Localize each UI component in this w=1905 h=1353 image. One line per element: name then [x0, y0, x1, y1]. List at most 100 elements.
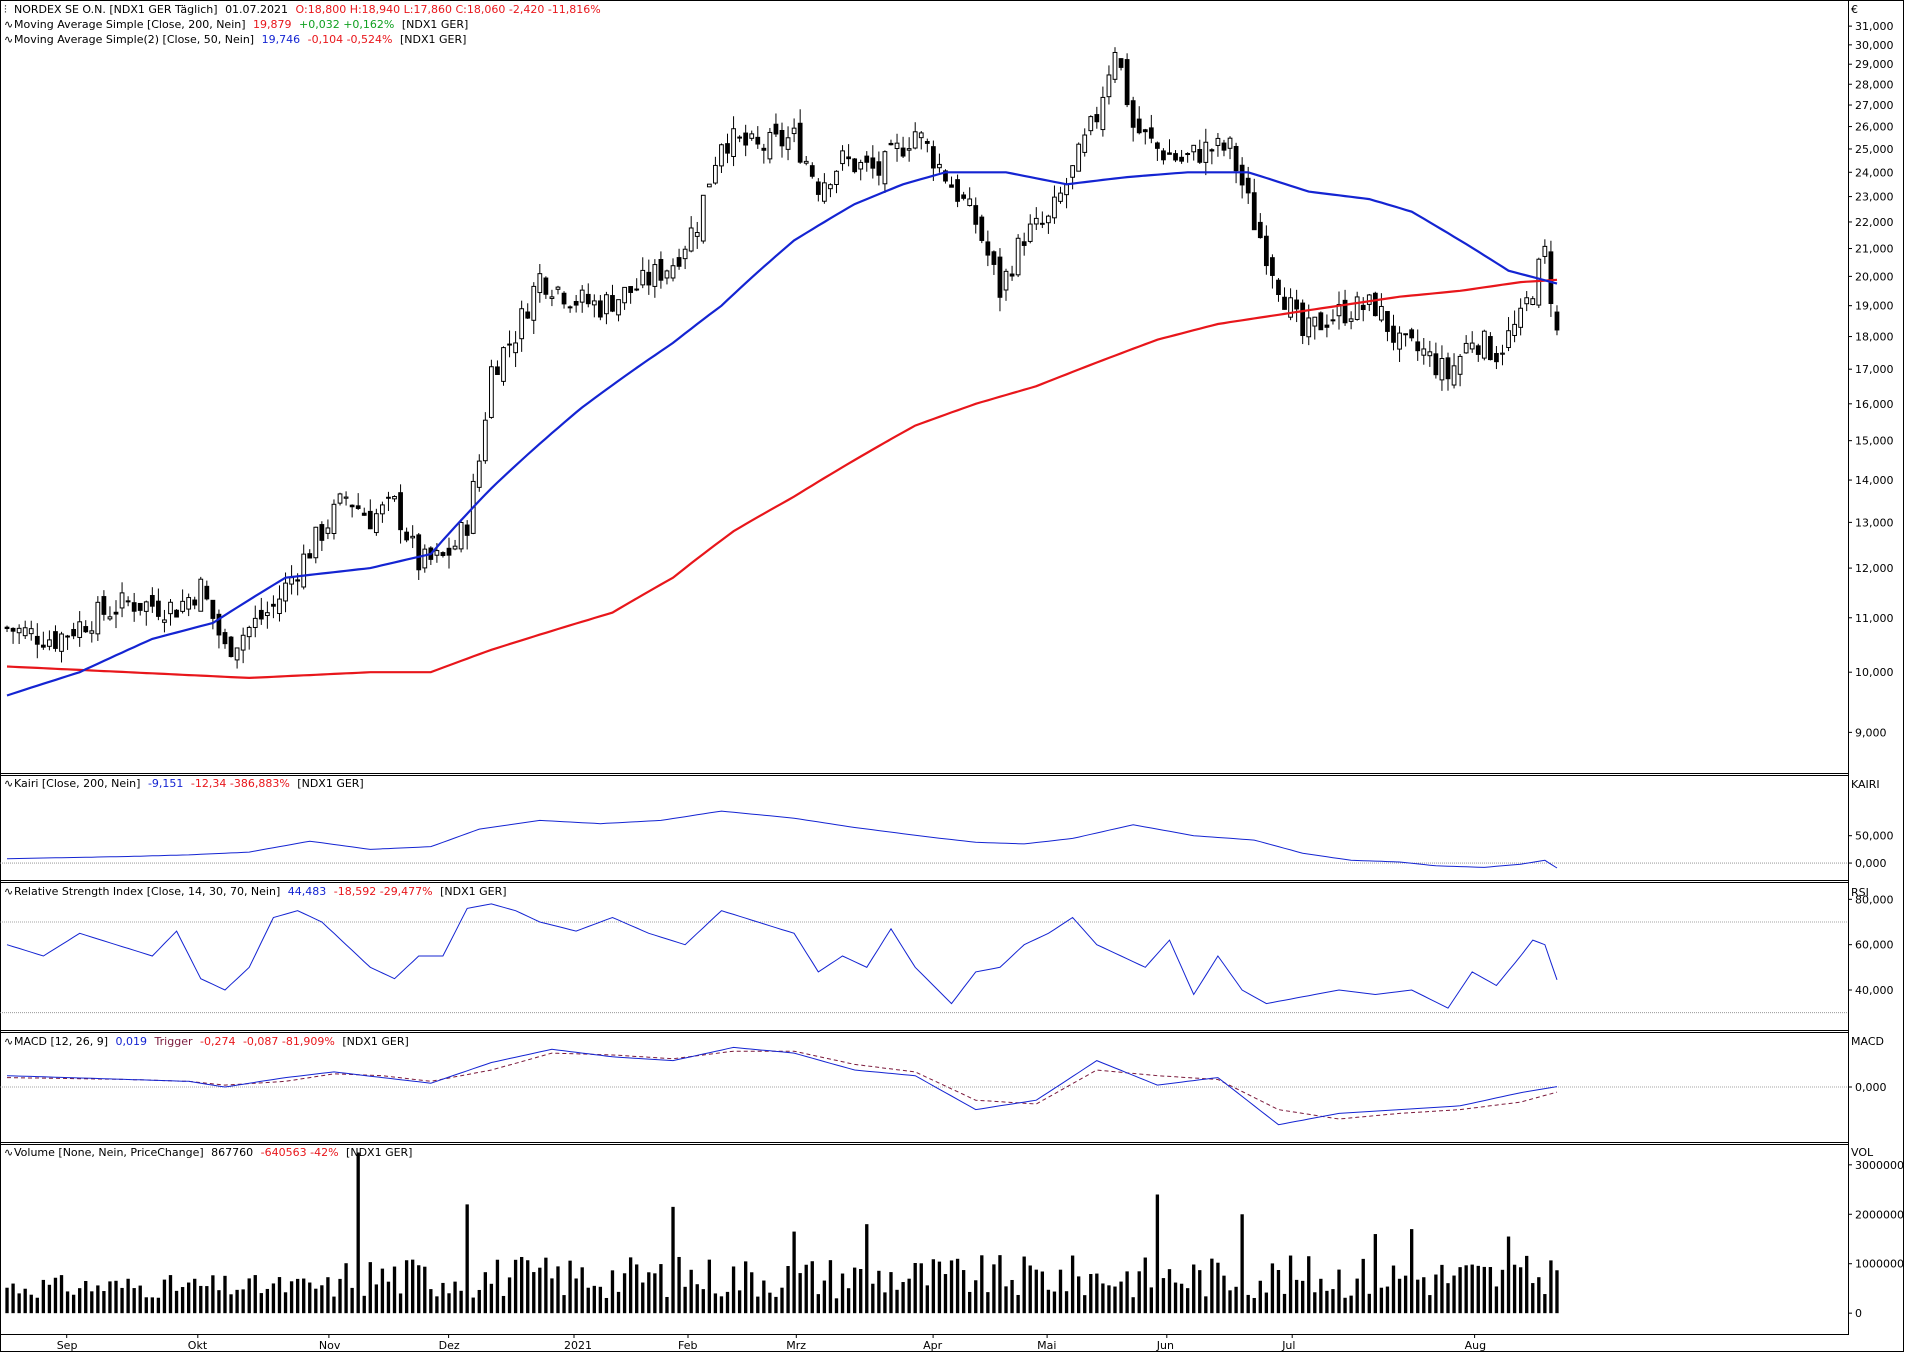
volume-bar [877, 1270, 881, 1314]
volume-bar [338, 1278, 342, 1314]
candle-up [59, 633, 64, 652]
candle-up [967, 198, 973, 207]
volume-bar [59, 1275, 64, 1314]
volume-value: 867760 [211, 1146, 253, 1159]
volume-bar [1549, 1260, 1553, 1314]
candle-up [168, 601, 173, 615]
volume-bar [798, 1273, 802, 1314]
volume-bar [1155, 1194, 1160, 1314]
candle-down [1124, 59, 1130, 106]
candle-down [222, 632, 228, 645]
volume-bar [1016, 1294, 1020, 1314]
volume-bar [1512, 1264, 1517, 1314]
volume-bar [138, 1285, 142, 1314]
candle-up [373, 513, 379, 534]
volume-bar [1107, 1285, 1111, 1314]
candle-up [89, 630, 95, 634]
volume-bar [1313, 1292, 1317, 1314]
candle-up [1421, 348, 1427, 356]
volume-bar [1355, 1278, 1359, 1314]
price-tick-label: 12,000 [1855, 562, 1894, 575]
volume-bar [1028, 1265, 1032, 1314]
candle-down [1385, 311, 1390, 332]
volume-bar [308, 1282, 312, 1314]
volume-bar [295, 1278, 300, 1314]
volume-bar [114, 1280, 118, 1314]
volume-bar [362, 1295, 366, 1314]
volume-bar [568, 1260, 572, 1314]
candle-down [779, 129, 785, 147]
candle-up [513, 342, 518, 354]
candle-up [694, 232, 700, 237]
volume-bar [907, 1278, 911, 1314]
volume-bar [453, 1281, 457, 1314]
candle-up [1076, 143, 1082, 172]
candle-down [71, 628, 77, 637]
candle-down [83, 626, 89, 633]
candle-up [283, 582, 288, 602]
rsi-panel: 40,000 60,000 80,000 [0, 893, 1894, 1014]
candle-up [682, 248, 688, 260]
volume-bar [1004, 1286, 1008, 1314]
candle-down [1173, 153, 1178, 161]
candle-down [1391, 325, 1396, 343]
volume-bar [834, 1298, 839, 1314]
volume-bar [1470, 1264, 1474, 1314]
candle-down [949, 184, 954, 188]
price-tick-label: 13,000 [1855, 516, 1894, 529]
volume-bar [1198, 1270, 1202, 1314]
candle-down [755, 136, 761, 145]
volume-bar [1143, 1257, 1147, 1314]
volume-bar [144, 1297, 148, 1314]
price-tick-label: 16,000 [1855, 398, 1894, 411]
price-date: 01.07.2021 [225, 3, 288, 16]
volume-bar [1046, 1289, 1051, 1314]
x-tick-label: Okt [188, 1339, 208, 1352]
candle-up [537, 273, 543, 294]
candle-up [507, 343, 512, 346]
candle-up [1336, 303, 1342, 317]
volume-bar [1458, 1267, 1462, 1314]
volume-bar [1252, 1297, 1256, 1314]
candle-down [1342, 299, 1348, 324]
volume-bar [41, 1279, 46, 1314]
svg-text:Volume [None, Nein, PriceChang: Volume [None, Nein, PriceChange] 867760 … [14, 1146, 412, 1159]
candle-down [725, 143, 730, 154]
price-tick-label: 28,000 [1855, 78, 1894, 91]
volume-bar [71, 1294, 76, 1314]
ma200-header: ∿ Moving Average Simple [Close, 200, Nei… [4, 18, 468, 31]
candle-up [410, 535, 416, 539]
price-tick-label: 31,000 [1855, 20, 1894, 33]
candle-down [1257, 221, 1263, 239]
candle-down [1494, 353, 1499, 363]
candle-up [125, 600, 131, 603]
line-icon: ∿ [4, 33, 13, 46]
volume-bar [489, 1283, 494, 1314]
price-tick-label: 27,000 [1855, 99, 1894, 112]
candle-down [1360, 304, 1366, 311]
candle-down [1221, 142, 1227, 151]
candle-up [882, 151, 888, 185]
volume-bar [380, 1268, 385, 1314]
candle-up [1070, 165, 1075, 178]
candle-down [156, 600, 161, 617]
x-tick-label: Feb [678, 1339, 697, 1352]
volume-bar [65, 1291, 70, 1314]
rsi-tick-label: 40,000 [1855, 984, 1894, 997]
volume-bar [1331, 1289, 1335, 1314]
candle-down [924, 140, 930, 144]
volume-bar [247, 1278, 251, 1314]
x-tick-label: Mai [1037, 1339, 1056, 1352]
candle-down [192, 599, 198, 606]
candle-down [40, 644, 46, 648]
rsi-name: Relative Strength Index [Close, 14, 30, … [14, 885, 280, 898]
candle-down [216, 613, 222, 636]
candle-down [386, 496, 391, 499]
volume-bar [647, 1272, 651, 1314]
volume-bar [635, 1264, 639, 1314]
candle-up [264, 612, 270, 616]
volume-bar [816, 1294, 820, 1314]
volume-bar [156, 1297, 161, 1314]
volume-bar [174, 1290, 179, 1314]
volume-bar [750, 1272, 754, 1314]
